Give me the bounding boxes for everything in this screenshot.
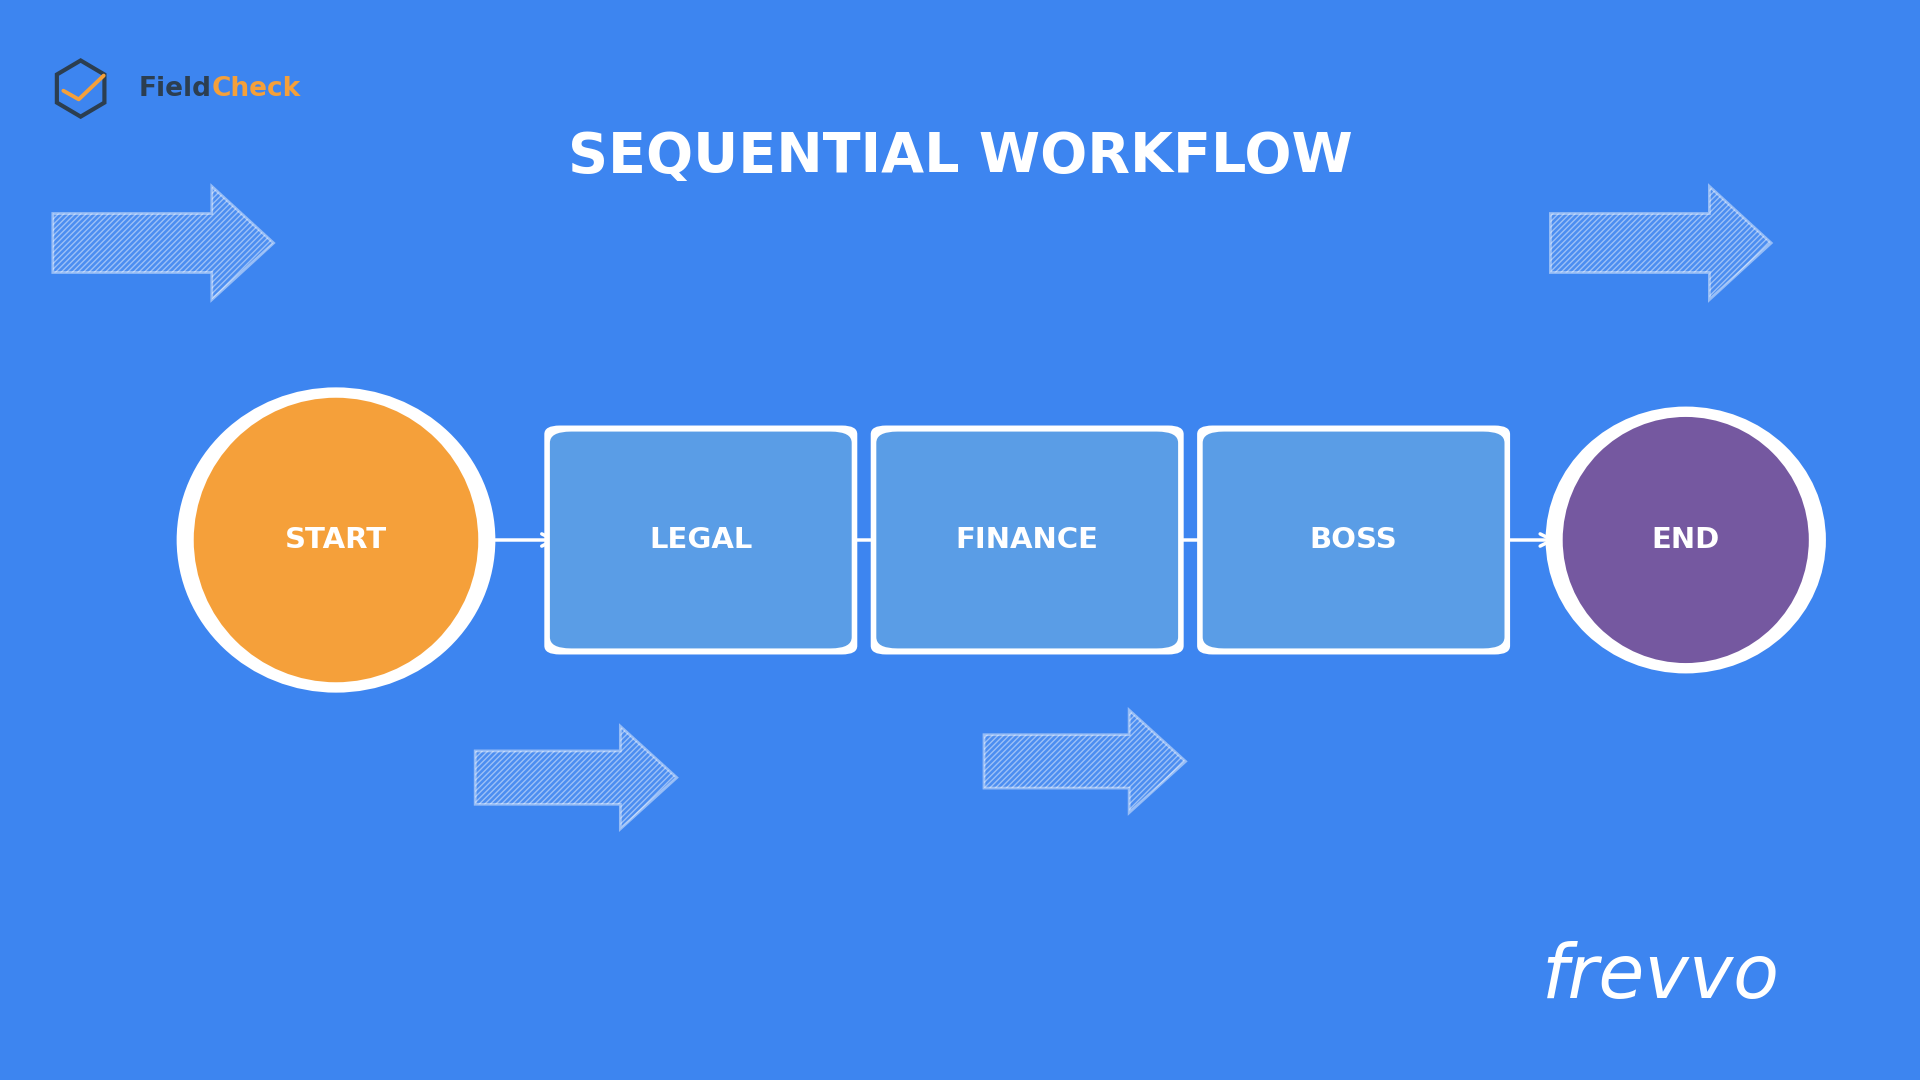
- Text: Check: Check: [211, 76, 300, 102]
- Text: SEQUENTIAL WORKFLOW: SEQUENTIAL WORKFLOW: [568, 130, 1352, 184]
- Text: Field: Field: [138, 76, 211, 102]
- Text: BOSS: BOSS: [1309, 526, 1398, 554]
- Polygon shape: [54, 186, 275, 299]
- Polygon shape: [983, 711, 1185, 812]
- Text: frevvo: frevvo: [1542, 942, 1780, 1013]
- Ellipse shape: [177, 388, 495, 692]
- FancyBboxPatch shape: [872, 426, 1183, 654]
- Polygon shape: [476, 726, 676, 829]
- FancyBboxPatch shape: [876, 430, 1179, 650]
- FancyBboxPatch shape: [549, 430, 852, 650]
- Polygon shape: [1551, 186, 1770, 299]
- Ellipse shape: [1546, 406, 1826, 674]
- Text: END: END: [1651, 526, 1720, 554]
- Ellipse shape: [1561, 415, 1811, 665]
- Text: START: START: [284, 526, 388, 554]
- FancyBboxPatch shape: [1198, 426, 1509, 654]
- FancyBboxPatch shape: [1202, 430, 1505, 650]
- FancyBboxPatch shape: [545, 426, 856, 654]
- Text: FINANCE: FINANCE: [956, 526, 1098, 554]
- Ellipse shape: [192, 396, 480, 684]
- Text: LEGAL: LEGAL: [649, 526, 753, 554]
